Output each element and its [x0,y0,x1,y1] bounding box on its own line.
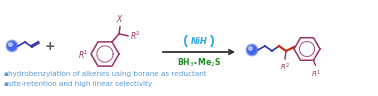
Circle shape [248,46,256,54]
Text: ▪: ▪ [3,71,8,77]
Text: +: + [45,41,55,53]
Circle shape [8,42,16,50]
Text: $R^2$: $R^2$ [130,30,141,42]
Circle shape [246,44,258,56]
Text: $R^1$: $R^1$ [310,68,321,80]
Circle shape [7,41,17,51]
Text: $X$: $X$ [116,13,124,24]
Circle shape [249,47,252,50]
Text: $R^1$: $R^1$ [78,49,89,61]
Circle shape [9,43,12,46]
Circle shape [6,40,18,52]
Circle shape [247,45,257,55]
Text: site-retention and high linear selectivity: site-retention and high linear selectivi… [8,81,152,87]
Text: NiH: NiH [191,36,208,46]
Text: hydrobenzylation of alkenes using borane as reductant: hydrobenzylation of alkenes using borane… [8,71,207,77]
Text: $R^2$: $R^2$ [280,62,290,73]
Text: BH$_3$$\bullet$Me$_2$S: BH$_3$$\bullet$Me$_2$S [177,57,221,69]
Text: ▪: ▪ [3,81,8,87]
